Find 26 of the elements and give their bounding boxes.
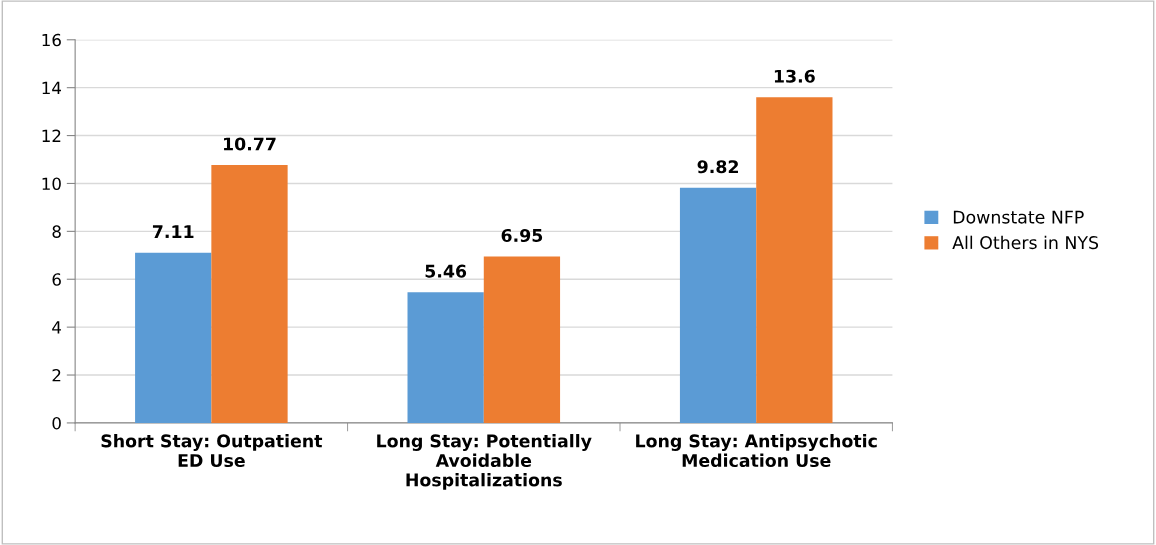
y-tick-label: 16 [42, 33, 61, 47]
bar [135, 252, 212, 423]
data-label: 10.77 [224, 137, 276, 151]
legend-label: All Others in NYS [952, 235, 1099, 250]
bar [211, 165, 288, 423]
y-tick-label: 8 [52, 225, 61, 238]
y-tick-label: 10 [42, 177, 61, 191]
x-tick-label: Long Stay: Potentially Avoidable Hospitalizations [377, 434, 592, 490]
legend-label: Downstate NFP [953, 210, 1084, 224]
bar [407, 292, 484, 423]
data-label: 13.6 [774, 69, 815, 83]
y-tick-label: 4 [52, 321, 62, 334]
bar [679, 187, 757, 423]
x-tick-label: Long Stay: Antipsychotic Medication Use [636, 434, 877, 468]
bar [483, 256, 561, 423]
y-tick-label: 2 [52, 368, 61, 382]
data-label: 5.46 [425, 264, 467, 278]
data-label: 9.82 [697, 160, 738, 174]
y-tick-label: 0 [52, 416, 61, 430]
data-label: 6.95 [501, 228, 543, 243]
x-tick-label: Short Stay: Outpatient ED Use [101, 434, 323, 468]
y-tick-label: 12 [42, 129, 61, 142]
y-tick-label: 6 [52, 273, 61, 286]
bar [756, 97, 833, 423]
data-label: 7.11 [152, 225, 194, 238]
y-tick-label: 14 [42, 81, 62, 95]
